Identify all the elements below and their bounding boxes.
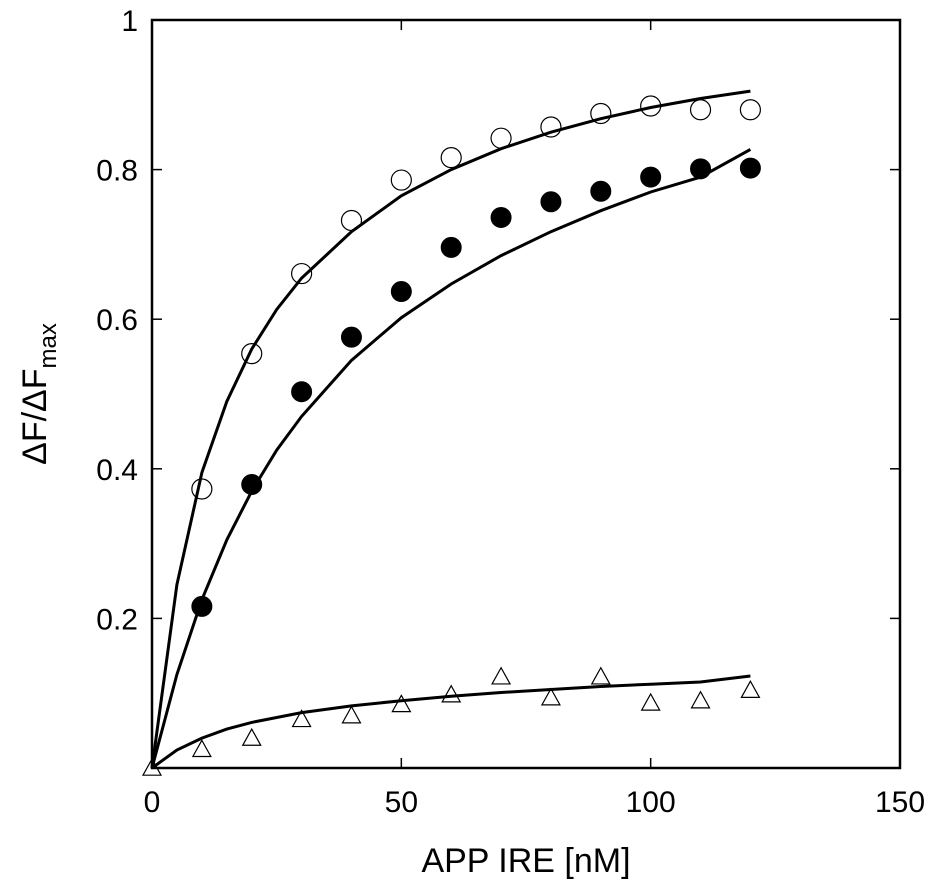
data-point-filled-circle [291,381,313,403]
data-point-open-circle [241,343,263,365]
data-point-filled-circle [540,191,562,213]
data-point-filled-circle [390,281,412,303]
data-point-open-triangle [291,709,312,728]
data-point-filled-circle [739,157,761,179]
data-point-open-triangle [540,687,561,706]
data-point-open-triangle [241,727,262,746]
y-tick-label: 0.4 [96,454,138,487]
data-point-open-triangle [141,757,163,776]
data-point-open-triangle [590,666,611,685]
data-points [141,95,762,776]
data-point-open-triangle [690,690,711,709]
y-axis-title: ΔF/ΔFmax [16,323,62,465]
data-point-filled-circle [490,206,512,228]
y-tick-label: 1 [121,5,138,38]
data-point-open-triangle [391,694,412,713]
fit-curve-open-circle [150,89,751,769]
data-point-open-circle [191,478,213,500]
data-point-filled-circle [690,158,712,180]
data-point-open-circle [640,95,662,117]
y-tick-label: 0.2 [96,603,138,636]
data-point-open-triangle [740,679,761,699]
data-point-open-circle [340,209,363,232]
y-axis-title-main: ΔF/ΔF [16,368,54,464]
fit-curve-filled-circle [150,148,752,769]
data-point-filled-circle [440,236,462,258]
data-point-open-triangle [191,739,212,758]
data-point-filled-circle [241,474,263,496]
x-tick-label: 100 [626,786,676,819]
data-point-open-triangle [441,684,462,703]
x-tick-label: 150 [875,786,925,819]
data-point-open-triangle [640,692,661,711]
data-point-open-circle [540,116,562,138]
axes: 0 50 100 150 0.2 0.4 0.6 0.8 1 [96,5,925,819]
data-point-open-circle [390,169,412,191]
data-point-filled-circle [191,595,213,617]
data-point-open-triangle [491,666,512,685]
data-point-open-circle [689,99,712,121]
plot-frame [150,18,902,770]
x-axis-title: APP IRE [nM] [421,842,630,880]
y-axis-title-subscript: max [35,323,62,368]
data-point-open-circle [739,99,762,121]
data-point-open-circle [590,102,612,125]
x-tick-label: 0 [144,786,161,819]
data-point-filled-circle [590,180,612,202]
data-point-open-circle [490,127,512,149]
data-point-open-circle [440,147,462,169]
data-point-filled-circle [640,166,662,188]
data-point-filled-circle [340,326,362,348]
data-point-open-circle [291,262,313,285]
y-tick-label: 0.6 [96,304,138,337]
x-tick-label: 50 [385,786,418,819]
fit-curves [150,89,752,770]
y-tick-label: 0.8 [96,155,138,188]
data-point-open-triangle [341,705,362,724]
fit-curve-open-triangle [151,674,751,770]
